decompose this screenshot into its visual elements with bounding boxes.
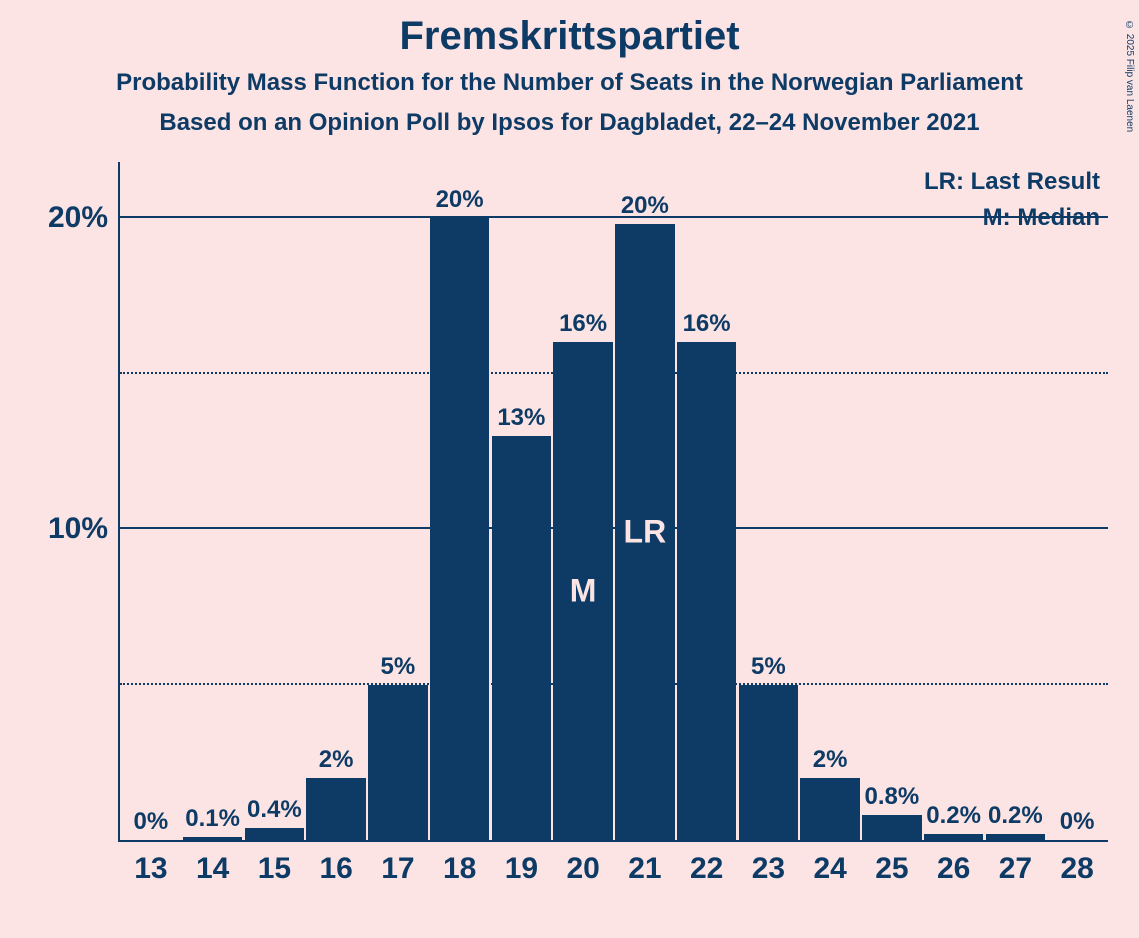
- bar-slot: 20%18: [429, 162, 491, 840]
- bar-value-label: 2%: [813, 746, 848, 778]
- x-axis-label: 27: [999, 840, 1032, 886]
- bar-value-label: 20%: [436, 186, 484, 218]
- x-axis-label: 15: [258, 840, 291, 886]
- bar-value-label: 0.4%: [247, 796, 302, 828]
- bar-value-label: 0%: [1060, 808, 1095, 840]
- bar-slot: 0.2%26: [923, 162, 985, 840]
- copyright-text: © 2025 Filip van Laenen: [1124, 20, 1135, 132]
- bar: 13%: [492, 436, 551, 840]
- bar-inner-label: M: [570, 573, 597, 610]
- x-axis-label: 20: [566, 840, 599, 886]
- bar-value-label: 0%: [134, 808, 169, 840]
- bar: 0.4%: [245, 828, 304, 840]
- x-axis-label: 13: [134, 840, 167, 886]
- bar-slot: 0%13: [120, 162, 182, 840]
- bar: 5%: [368, 685, 427, 841]
- chart-subtitle-1: Probability Mass Function for the Number…: [0, 69, 1139, 97]
- y-axis-label: 20%: [48, 201, 120, 235]
- x-axis-label: 28: [1060, 840, 1093, 886]
- bar: 5%: [739, 685, 798, 841]
- bar-value-label: 16%: [559, 310, 607, 342]
- bar-value-label: 20%: [621, 192, 669, 224]
- bar-slot: 0.1%14: [182, 162, 244, 840]
- bar-value-label: 13%: [497, 404, 545, 436]
- x-axis-label: 14: [196, 840, 229, 886]
- bar-slot: 0.2%27: [985, 162, 1047, 840]
- plot-area: LR: Last Result M: Median 10%20% 0%130.1…: [118, 162, 1108, 842]
- bar-slot: 13%19: [491, 162, 553, 840]
- x-axis-label: 25: [875, 840, 908, 886]
- bar-slot: 0.8%25: [861, 162, 923, 840]
- bar-value-label: 16%: [683, 310, 731, 342]
- chart-subtitle-2: Based on an Opinion Poll by Ipsos for Da…: [0, 109, 1139, 137]
- x-axis-label: 18: [443, 840, 476, 886]
- bar-slot: 5%23: [738, 162, 800, 840]
- bar-slot: 0%28: [1046, 162, 1108, 840]
- x-axis-label: 22: [690, 840, 723, 886]
- bar-slot: 2%24: [799, 162, 861, 840]
- x-axis-label: 16: [319, 840, 352, 886]
- bar-inner-label: LR: [624, 514, 667, 551]
- bar: 16%M: [553, 342, 612, 840]
- bar: 16%: [677, 342, 736, 840]
- x-axis-label: 17: [381, 840, 414, 886]
- bar: 2%: [306, 778, 365, 840]
- x-axis-label: 23: [752, 840, 785, 886]
- bar-slot: 16%M20: [552, 162, 614, 840]
- bar-slot: 20%LR21: [614, 162, 676, 840]
- bar-slot: 5%17: [367, 162, 429, 840]
- bar-value-label: 0.2%: [926, 802, 981, 834]
- x-axis-label: 19: [505, 840, 538, 886]
- x-axis-label: 21: [628, 840, 661, 886]
- y-axis-label: 10%: [48, 512, 120, 546]
- bar-slot: 2%16: [305, 162, 367, 840]
- bar-value-label: 2%: [319, 746, 354, 778]
- bar-slot: 0.4%15: [244, 162, 306, 840]
- bar-value-label: 5%: [381, 653, 416, 685]
- bar-slot: 16%22: [676, 162, 738, 840]
- x-axis-label: 24: [813, 840, 846, 886]
- bar-value-label: 5%: [751, 653, 786, 685]
- bar: 2%: [800, 778, 859, 840]
- bar: 20%LR: [615, 224, 674, 840]
- bar-value-label: 0.2%: [988, 802, 1043, 834]
- bars-container: 0%130.1%140.4%152%165%1720%1813%1916%M20…: [120, 162, 1108, 840]
- chart-title: Fremskrittspartiet: [0, 14, 1139, 59]
- bar-value-label: 0.8%: [865, 783, 920, 815]
- x-axis-label: 26: [937, 840, 970, 886]
- bar-value-label: 0.1%: [185, 805, 240, 837]
- bar: 20%: [430, 218, 489, 840]
- bar: 0.8%: [862, 815, 921, 840]
